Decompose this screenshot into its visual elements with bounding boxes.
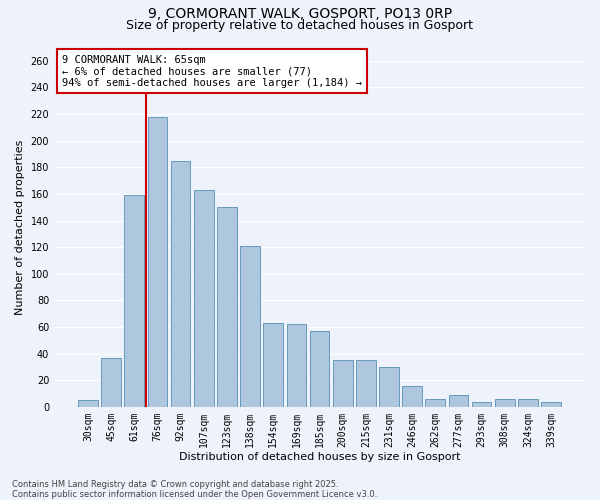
Bar [518,399,538,407]
Bar [425,399,445,407]
Text: Contains HM Land Registry data © Crown copyright and database right 2025.
Contai: Contains HM Land Registry data © Crown c… [12,480,377,499]
Bar [101,358,121,407]
Bar [171,160,190,407]
Bar [194,190,214,407]
Bar [310,331,329,407]
Bar [495,399,515,407]
Bar [263,323,283,407]
Bar [124,195,144,407]
Text: Size of property relative to detached houses in Gosport: Size of property relative to detached ho… [127,18,473,32]
Bar [541,402,561,407]
Bar [240,246,260,407]
Bar [333,360,353,407]
Text: 9, CORMORANT WALK, GOSPORT, PO13 0RP: 9, CORMORANT WALK, GOSPORT, PO13 0RP [148,8,452,22]
Bar [217,207,237,407]
Text: 9 CORMORANT WALK: 65sqm
← 6% of detached houses are smaller (77)
94% of semi-det: 9 CORMORANT WALK: 65sqm ← 6% of detached… [62,54,362,88]
Bar [402,386,422,407]
Bar [148,116,167,407]
Bar [356,360,376,407]
X-axis label: Distribution of detached houses by size in Gosport: Distribution of detached houses by size … [179,452,460,462]
Bar [78,400,98,407]
Bar [287,324,306,407]
Y-axis label: Number of detached properties: Number of detached properties [15,140,25,315]
Bar [449,395,468,407]
Bar [379,367,399,407]
Bar [472,402,491,407]
